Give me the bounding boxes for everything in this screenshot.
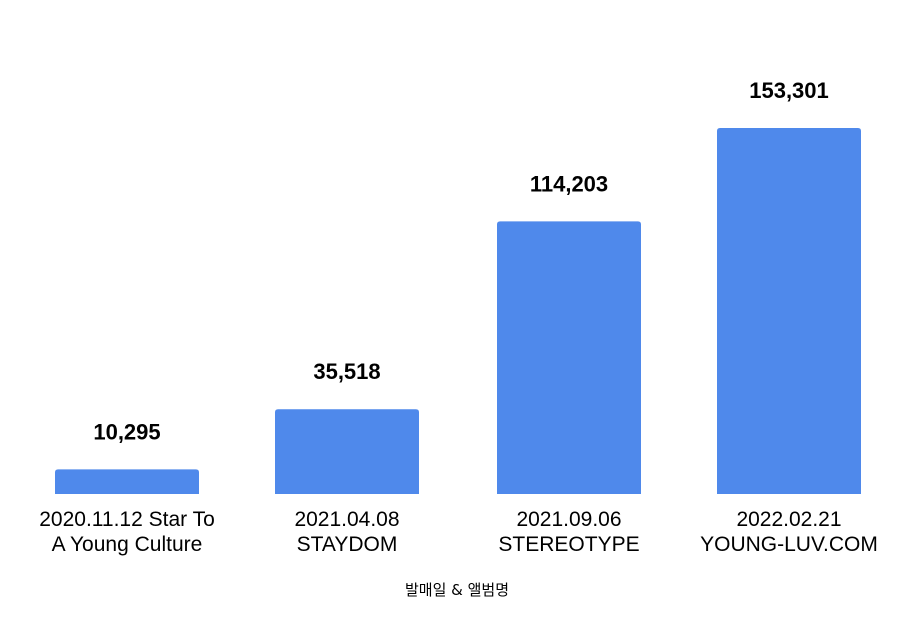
- bar-1: [55, 469, 199, 494]
- bar-value-label-3: 114,203: [530, 171, 608, 196]
- category-tick-label-2-line-2: STAYDOM: [297, 533, 398, 556]
- bar-2: [275, 409, 419, 494]
- category-tick-label-4-line-2: YOUNG-LUV.COM: [700, 533, 878, 556]
- bar-value-label-4: 153,301: [749, 78, 829, 103]
- category-tick-label-3-line-1: 2021.09.06: [516, 508, 621, 531]
- category-tick-label-3-line-2: STEREOTYPE: [498, 533, 639, 556]
- category-tick-label-1-line-2: A Young Culture: [52, 533, 203, 556]
- category-ticks-layer: 2020.11.12 Star ToA Young Culture 2021.04…: [39, 508, 878, 556]
- category-tick-label-2-line-1: 2021.04.08: [294, 508, 399, 531]
- x-axis-title: 발매일 & 앨범명: [405, 581, 509, 599]
- bar-value-label-2: 35,518: [313, 359, 380, 384]
- category-tick-label-4-line-1: 2022.02.21: [736, 508, 841, 531]
- bars-layer: [55, 128, 861, 494]
- category-tick-label-1-line-1: 2020.11.12 Star To: [39, 508, 215, 531]
- bar-4: [717, 128, 861, 494]
- value-labels-layer: 10,295 35,518 114,203 153,301: [93, 78, 828, 444]
- bar-value-label-1: 10,295: [93, 419, 160, 444]
- bar-3: [497, 221, 641, 494]
